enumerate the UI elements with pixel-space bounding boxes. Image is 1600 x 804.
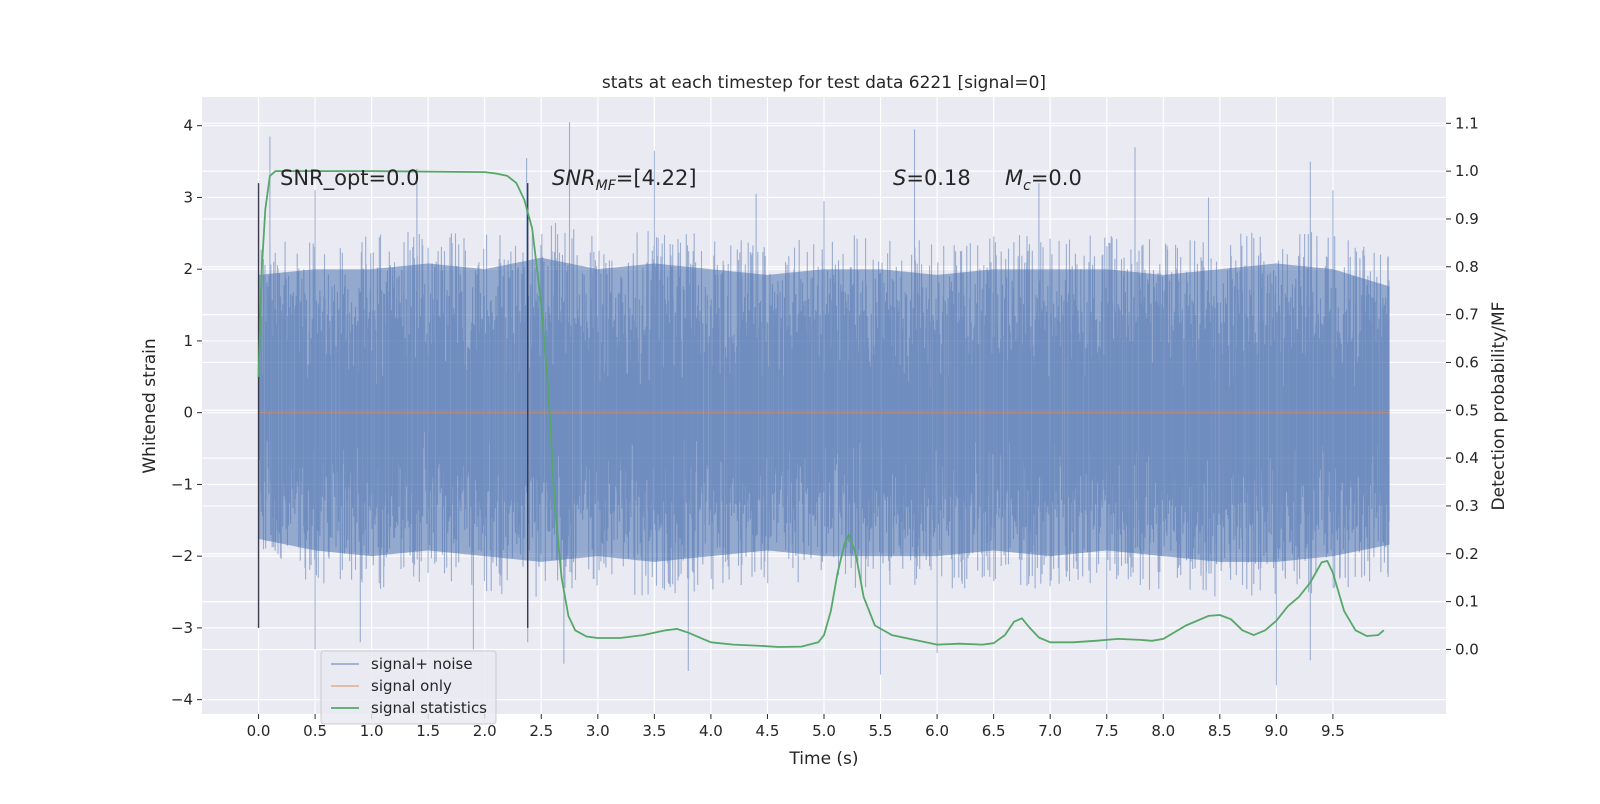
y2-axis-label: Detection probability/MF bbox=[1489, 302, 1509, 511]
y-tick-label: −2 bbox=[171, 547, 193, 565]
legend: signal+ noise signal only signal statist… bbox=[320, 650, 497, 725]
y-tick-label: −4 bbox=[171, 691, 193, 709]
x-tick-label: 0.0 bbox=[247, 722, 271, 740]
x-tick-label: 3.0 bbox=[586, 722, 610, 740]
y-tick-label: 1 bbox=[183, 332, 193, 350]
y2-tick-label: 0.6 bbox=[1455, 353, 1479, 371]
x-tick-label: 8.0 bbox=[1151, 722, 1175, 740]
x-tick-label: 3.5 bbox=[642, 722, 666, 740]
y2-tick-label: 0.1 bbox=[1455, 593, 1479, 611]
x-tick-label: 2.0 bbox=[473, 722, 497, 740]
y-tick-label: 3 bbox=[183, 188, 193, 206]
signal-statistics-line bbox=[257, 170, 1385, 648]
annotation-s: S=0.18 bbox=[893, 166, 971, 190]
y2-tick-label: 0.9 bbox=[1455, 210, 1479, 228]
legend-box bbox=[320, 650, 497, 725]
x-tick-label: 1.0 bbox=[360, 722, 384, 740]
x-tick-label: 4.5 bbox=[756, 722, 780, 740]
signal-statistics-series bbox=[257, 170, 1385, 648]
x-tick-label: 9.5 bbox=[1321, 722, 1345, 740]
snr-mf-subscript: MF bbox=[596, 178, 617, 194]
y-tick-label: 4 bbox=[183, 117, 193, 135]
mc-prefix: M bbox=[1005, 166, 1023, 190]
x-tick-label: 7.5 bbox=[1095, 722, 1119, 740]
legend-label-signal-only: signal only bbox=[371, 677, 452, 695]
x-tick-label: 4.0 bbox=[699, 722, 723, 740]
x-tick-label: 5.0 bbox=[812, 722, 836, 740]
x-tick-label: 1.5 bbox=[416, 722, 440, 740]
legend-label-signal-statistics: signal statistics bbox=[371, 699, 487, 717]
x-tick-label: 9.0 bbox=[1264, 722, 1288, 740]
snr-mf-prefix: SNR bbox=[552, 166, 596, 190]
y2-tick-label: 1.1 bbox=[1455, 114, 1479, 132]
legend-label-signal-noise: signal+ noise bbox=[371, 655, 473, 673]
chart-title: stats at each timestep for test data 622… bbox=[602, 73, 1046, 93]
mc-value: =0.0 bbox=[1031, 166, 1082, 190]
x-tick-label: 0.5 bbox=[303, 722, 327, 740]
y2-tick-label: 1.0 bbox=[1455, 162, 1479, 180]
y-tick-label: 2 bbox=[183, 260, 193, 278]
y2-tick-label: 0.2 bbox=[1455, 545, 1479, 563]
x-tick-label: 8.5 bbox=[1208, 722, 1232, 740]
y-tick-label: 0 bbox=[183, 404, 193, 422]
vertical-markers bbox=[257, 183, 529, 628]
y-axis-label: Whitened strain bbox=[140, 338, 160, 473]
x-tick-label: 2.5 bbox=[529, 722, 553, 740]
ticks: 0.0 0.5 1.0 1.5 2.0 2.5 3.0 3.5 4.0 4.5 5.0 5.5 6.0 6… bbox=[171, 114, 1479, 740]
x-tick-label: 6.0 bbox=[925, 722, 949, 740]
y2-tick-label: 0.5 bbox=[1455, 401, 1479, 419]
annotation-snr-opt: SNR_opt=0.0 bbox=[280, 166, 420, 191]
y2-tick-label: 0.8 bbox=[1455, 258, 1479, 276]
y2-tick-label: 0.0 bbox=[1455, 640, 1479, 658]
x-tick-label: 7.0 bbox=[1038, 722, 1062, 740]
annotation-snr-mf: SNRMF=[4.22] bbox=[552, 166, 697, 194]
y-tick-label: −3 bbox=[171, 619, 193, 637]
mc-subscript: c bbox=[1023, 178, 1031, 194]
x-axis-label: Time (s) bbox=[788, 749, 858, 769]
s-prefix: S bbox=[893, 166, 906, 190]
annotation-mc: Mc=0.0 bbox=[1005, 166, 1082, 194]
y-tick-label: −1 bbox=[171, 475, 193, 493]
snr-mf-value: =[4.22] bbox=[616, 166, 697, 190]
y2-tick-label: 0.3 bbox=[1455, 497, 1479, 515]
y2-tick-label: 0.7 bbox=[1455, 306, 1479, 324]
s-value: =0.18 bbox=[906, 166, 970, 190]
x-tick-label: 5.5 bbox=[869, 722, 893, 740]
x-tick-label: 6.5 bbox=[982, 722, 1006, 740]
y2-tick-label: 0.4 bbox=[1455, 449, 1479, 467]
